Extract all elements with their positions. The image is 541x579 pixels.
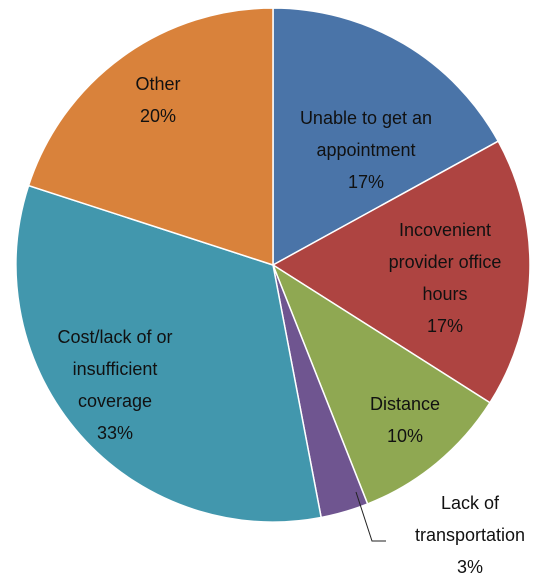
category-name: Lack of transportation bbox=[414, 493, 526, 545]
category-name: Unable to get an appointment bbox=[299, 108, 433, 160]
pie-slice bbox=[15, 184, 323, 523]
slice-label: Cost/lack of or insufficient coverage 33% bbox=[40, 321, 190, 449]
pie-slice bbox=[271, 140, 531, 404]
slice-label: Incovenient provider office hours 17% bbox=[370, 214, 520, 342]
percent-label: 33% bbox=[96, 423, 134, 443]
category-name: Other bbox=[135, 74, 181, 94]
pie-slice bbox=[27, 7, 274, 267]
slice-label: Unable to get an appointment 17% bbox=[274, 102, 459, 198]
pie-slice bbox=[271, 263, 492, 505]
slice-label: Other 20% bbox=[98, 68, 218, 132]
category-name: Distance bbox=[369, 394, 441, 414]
percent-label: 17% bbox=[347, 172, 385, 192]
percent-label: 17% bbox=[426, 316, 464, 336]
leader-line bbox=[355, 491, 386, 542]
category-name: Incovenient provider office hours bbox=[388, 220, 502, 304]
slice-label: Lack of transportation 3% bbox=[390, 487, 541, 579]
pie-slice bbox=[272, 7, 500, 267]
percent-label: 3% bbox=[456, 557, 483, 577]
category-name: Cost/lack of or insufficient coverage bbox=[57, 327, 173, 411]
slice-label: Distance 10% bbox=[345, 388, 465, 452]
percent-label: 10% bbox=[386, 426, 424, 446]
percent-label: 20% bbox=[139, 106, 177, 126]
